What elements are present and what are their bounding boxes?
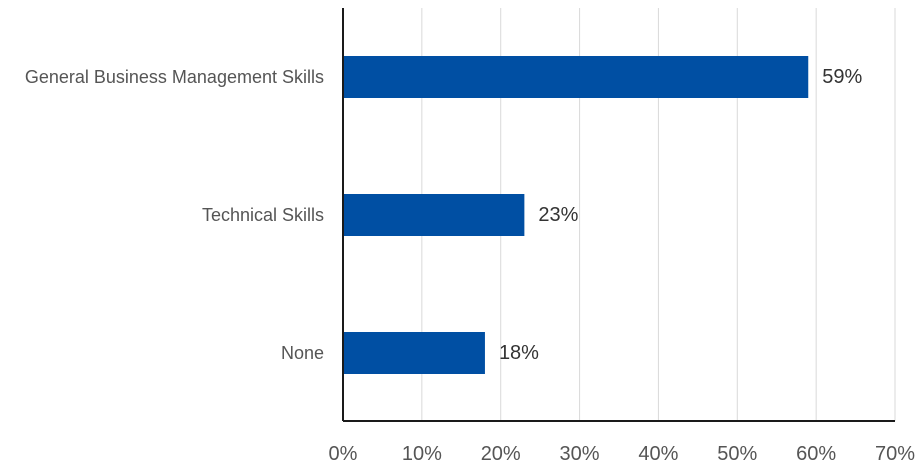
bar-2 — [343, 332, 485, 374]
bars — [343, 56, 809, 374]
data-labels: 59% 23% 18% — [499, 66, 863, 364]
x-tick-label-40: 40% — [638, 443, 678, 465]
x-tick-label-60: 60% — [796, 443, 836, 465]
category-label-0: General Business Management Skills — [25, 67, 324, 87]
x-tick-labels: 0% 10% 20% 30% 40% 50% 60% 70% — [329, 443, 916, 465]
category-label-2: None — [281, 343, 324, 363]
bar-1 — [343, 194, 525, 236]
x-tick-label-20: 20% — [481, 443, 521, 465]
data-label-0: 59% — [822, 66, 862, 88]
data-label-1: 23% — [538, 204, 578, 226]
x-tick-label-70: 70% — [875, 443, 915, 465]
x-tick-label-10: 10% — [402, 443, 442, 465]
bar-0 — [343, 56, 809, 98]
x-tick-label-50: 50% — [717, 443, 757, 465]
axes — [342, 8, 895, 422]
x-tick-label-0: 0% — [329, 443, 358, 465]
data-label-2: 18% — [499, 342, 539, 364]
category-labels: General Business Management Skills Techni… — [25, 67, 324, 363]
x-tick-label-30: 30% — [560, 443, 600, 465]
category-label-1: Technical Skills — [202, 205, 324, 225]
